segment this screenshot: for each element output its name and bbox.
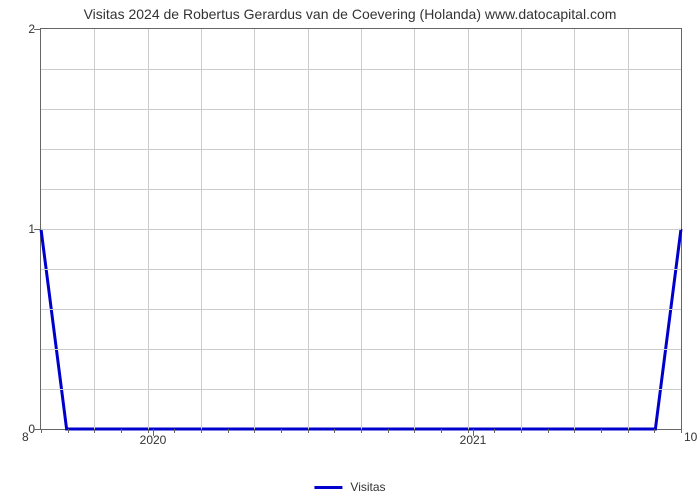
x-minor-tick xyxy=(654,429,655,433)
plot-area: 01220202021 xyxy=(40,28,682,430)
gridline-v xyxy=(254,29,255,429)
gridline-v xyxy=(94,29,95,429)
legend-swatch xyxy=(314,486,342,489)
x-major-tick xyxy=(153,429,154,436)
x-minor-tick xyxy=(228,429,229,433)
x-minor-tick xyxy=(548,429,549,433)
x-minor-tick xyxy=(521,429,522,433)
x-minor-tick xyxy=(601,429,602,433)
x-minor-tick xyxy=(494,429,495,433)
gridline-v xyxy=(574,29,575,429)
y-tick xyxy=(34,429,41,430)
x-minor-tick xyxy=(148,429,149,433)
gridline-v xyxy=(468,29,469,429)
gridline-v xyxy=(361,29,362,429)
x-minor-tick xyxy=(334,429,335,433)
x-minor-tick xyxy=(121,429,122,433)
x-minor-tick xyxy=(41,429,42,433)
x-major-tick xyxy=(473,429,474,436)
gridline-v xyxy=(308,29,309,429)
x-minor-tick xyxy=(414,429,415,433)
x-minor-tick xyxy=(361,429,362,433)
corner-label-br: 10 xyxy=(684,430,697,444)
x-minor-tick xyxy=(201,429,202,433)
gridline-v xyxy=(521,29,522,429)
y-tick xyxy=(34,29,41,30)
x-minor-tick xyxy=(574,429,575,433)
x-minor-tick xyxy=(681,429,682,433)
y-tick xyxy=(34,229,41,230)
legend-label: Visitas xyxy=(350,480,385,494)
x-minor-tick xyxy=(441,429,442,433)
x-minor-tick xyxy=(388,429,389,433)
visits-chart: Visitas 2024 de Robertus Gerardus van de… xyxy=(0,0,700,500)
x-minor-tick xyxy=(308,429,309,433)
gridline-v xyxy=(201,29,202,429)
x-minor-tick xyxy=(254,429,255,433)
gridline-v xyxy=(148,29,149,429)
legend: Visitas xyxy=(314,480,385,494)
x-minor-tick xyxy=(174,429,175,433)
x-minor-tick xyxy=(468,429,469,433)
gridline-v xyxy=(414,29,415,429)
chart-title: Visitas 2024 de Robertus Gerardus van de… xyxy=(0,0,700,22)
x-minor-tick xyxy=(68,429,69,433)
x-minor-tick xyxy=(281,429,282,433)
gridline-v xyxy=(628,29,629,429)
x-minor-tick xyxy=(94,429,95,433)
x-minor-tick xyxy=(628,429,629,433)
corner-label-bl: 8 xyxy=(22,430,29,444)
